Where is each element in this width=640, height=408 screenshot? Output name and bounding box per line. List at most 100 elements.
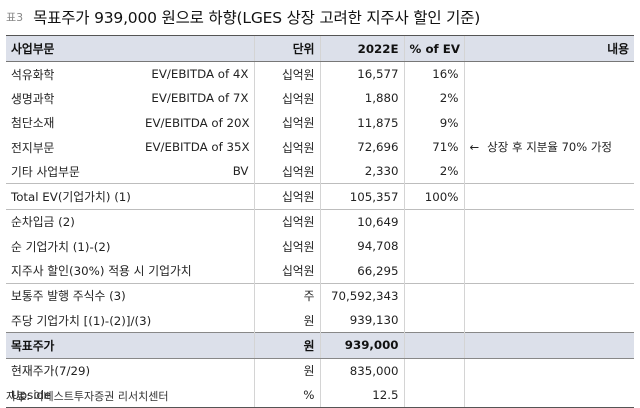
row-pct: 100%: [403, 183, 465, 210]
row-unit: 십억원: [253, 61, 321, 87]
table-row: 보통주 발행 주식수 (3) 주 70,592,343: [6, 282, 635, 308]
row-name: 순차입금 (2): [6, 208, 255, 235]
row-unit: 십억원: [253, 234, 321, 259]
row-name: 생명과학: [11, 91, 55, 106]
arrow-left-icon: ←: [469, 140, 480, 155]
header-year: 2022E: [319, 35, 405, 62]
row-note: [463, 332, 635, 359]
row-pct: 2%: [403, 159, 465, 184]
row-method: EV/EBITDA of 35X: [145, 140, 250, 155]
header-note: 내용: [463, 35, 635, 62]
valuation-table: 사업부문 단위 2022E % of EV 내용 석유화학 EV/EBITDA …: [6, 35, 635, 408]
row-unit: 십억원: [253, 208, 321, 235]
row-value: 16,577: [319, 61, 405, 87]
row-value: 11,875: [319, 110, 405, 135]
row-value: 70,592,343: [319, 282, 405, 308]
row-unit: 원: [253, 332, 321, 359]
row-name: 보통주 발행 주식수 (3): [6, 282, 255, 308]
row-note: [463, 110, 635, 135]
table-row: 첨단소재 EV/EBITDA of 20X 십억원 11,875 9%: [6, 110, 635, 135]
row-unit: %: [253, 382, 321, 408]
table-row: 전지부문 EV/EBITDA of 35X 십억원 72,696 71% ← 상장…: [6, 134, 635, 160]
row-value: 2,330: [319, 159, 405, 184]
row-pct: [403, 307, 465, 333]
row-value: 66,295: [319, 258, 405, 284]
row-note-text: 상장 후 지분율 70% 가정: [487, 140, 612, 155]
row-value: 105,357: [319, 183, 405, 210]
source-note: 자료: 이베스트투자증권 리서치센터: [6, 390, 169, 403]
row-unit: 십억원: [253, 183, 321, 210]
row-note: [463, 382, 635, 408]
row-unit: 십억원: [253, 134, 321, 160]
row-value: 939,000: [319, 332, 405, 359]
row-value: 12.5: [319, 382, 405, 408]
row-value: 1,880: [319, 86, 405, 111]
row-note: [463, 61, 635, 87]
row-name: 첨단소재: [11, 116, 55, 131]
row-pct: [403, 234, 465, 259]
row-method: EV/EBITDA of 7X: [151, 91, 249, 106]
header-pct: % of EV: [403, 35, 465, 62]
row-name: Upside: [6, 382, 255, 408]
row-note: [463, 258, 635, 284]
row-name: 순 기업가치 (1)-(2): [11, 239, 111, 254]
row-unit: 십억원: [253, 159, 321, 184]
row-pct: 9%: [403, 110, 465, 135]
row-pct: [403, 358, 465, 383]
header-item: 사업부문: [6, 35, 255, 62]
row-note: [463, 86, 635, 111]
row-unit: 원: [253, 307, 321, 333]
target-price-row: 목표주가 원 939,000: [6, 332, 635, 359]
row-method: EV/EBITDA of 4X: [151, 67, 249, 82]
row-pct: [403, 382, 465, 408]
row-pct: [403, 258, 465, 284]
table-row: 기타 사업부문 BV 십억원 2,330 2%: [6, 159, 635, 184]
row-name: 주당 기업가치 [(1)-(2)]/(3): [11, 313, 152, 328]
table-row: 지주사 할인(30%) 적용 시 기업가치 십억원 66,295: [6, 258, 635, 284]
row-name: 석유화학: [11, 67, 55, 82]
row-pct: [403, 332, 465, 359]
table-row: 생명과학 EV/EBITDA of 7X 십억원 1,880 2%: [6, 86, 635, 111]
row-value: 939,130: [319, 307, 405, 333]
row-name: 현재주가(7/29): [11, 364, 91, 379]
row-pct: 16%: [403, 61, 465, 87]
row-method: BV: [232, 164, 249, 179]
row-name: 목표주가: [6, 332, 255, 359]
table-row: 석유화학 EV/EBITDA of 4X 십억원 16,577 16%: [6, 61, 635, 87]
table-row: Total EV(기업가치) (1) 십억원 105,357 100%: [6, 183, 635, 210]
table-row: 순 기업가치 (1)-(2) 십억원 94,708: [6, 234, 635, 259]
row-unit: 주: [253, 282, 321, 308]
row-method: EV/EBITDA of 20X: [145, 115, 250, 130]
row-value: 10,649: [319, 208, 405, 235]
table-row: 주당 기업가치 [(1)-(2)]/(3) 원 939,130: [6, 307, 635, 333]
row-unit: 십억원: [253, 86, 321, 111]
table-title: 표3 목표주가 939,000 원으로 하향(LGES 상장 고려한 지주사 할…: [6, 4, 634, 30]
row-pct: [403, 208, 465, 235]
table-row: 순차입금 (2) 십억원 10,649: [6, 208, 635, 235]
table-row: 현재주가(7/29) 원 835,000: [6, 358, 635, 383]
row-value: 72,696: [319, 134, 405, 160]
row-note: ← 상장 후 지분율 70% 가정: [463, 134, 635, 160]
row-name: Total EV(기업가치) (1): [6, 183, 255, 210]
row-pct: 71%: [403, 134, 465, 160]
row-pct: 2%: [403, 86, 465, 111]
row-pct: [403, 282, 465, 308]
row-name: 전지부문: [11, 140, 55, 155]
row-value: 94,708: [319, 234, 405, 259]
row-note: [463, 282, 635, 308]
row-unit: 십억원: [253, 258, 321, 284]
row-note: [463, 307, 635, 333]
row-note: [463, 234, 635, 259]
row-name: 지주사 할인(30%) 적용 시 기업가치: [11, 264, 192, 279]
header-unit: 단위: [253, 35, 321, 62]
table-number: 표3: [6, 11, 24, 24]
row-note: [463, 208, 635, 235]
row-value: 835,000: [319, 358, 405, 383]
row-note: [463, 183, 635, 210]
row-name: 기타 사업부문: [11, 164, 80, 179]
table-title-text: 목표주가 939,000 원으로 하향(LGES 상장 고려한 지주사 할인 기…: [33, 9, 481, 27]
table-header-row: 사업부문 단위 2022E % of EV 내용: [6, 35, 635, 62]
row-unit: 십억원: [253, 110, 321, 135]
row-note: [463, 358, 635, 383]
